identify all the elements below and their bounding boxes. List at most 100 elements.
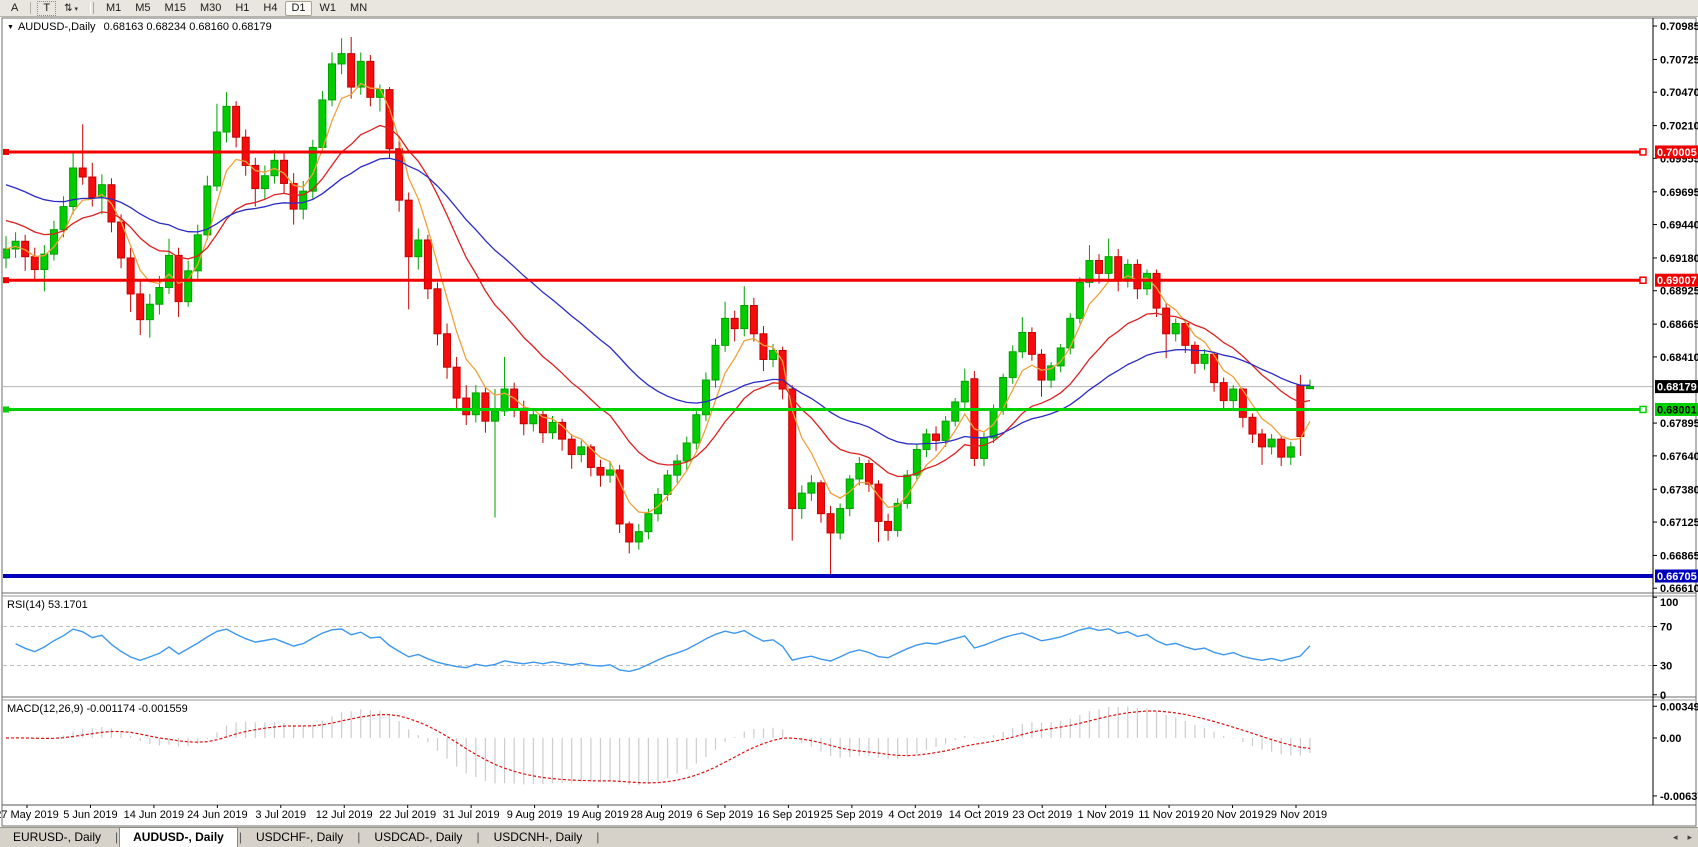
candle-body (816, 482, 825, 515)
macd-tick-label: 0.00 (1660, 733, 1681, 745)
price-badge (1655, 145, 1698, 159)
candle-body (212, 131, 221, 187)
price-badge-label: 0.68001 (1657, 404, 1697, 416)
candle-body (251, 164, 260, 190)
date-tick-label: 23 Oct 2019 (1012, 809, 1072, 821)
candle-body (586, 446, 595, 468)
resistance-line-0.69007-left-handle[interactable] (3, 277, 9, 284)
chart-tab-usdcnh[interactable]: USDCNH-, Daily (493, 830, 583, 844)
macd-signal-line (5, 710, 1311, 784)
chart-tab-usdcad[interactable]: USDCAD-, Daily (374, 830, 463, 844)
macd-tick-label: 0.00349 (1660, 701, 1698, 713)
resistance-line-0.69007-right-handle[interactable] (1639, 276, 1647, 284)
chart-title: ▼ AUDUSD-,Daily 0.68163 0.68234 0.68160 0.… (7, 21, 272, 33)
candle-body (682, 442, 691, 462)
date-tick-label: 31 Jul 2019 (443, 809, 500, 821)
candle-body (1305, 386, 1314, 390)
candle-body (1085, 260, 1094, 283)
price-badge (1655, 273, 1698, 287)
tab-scroll-arrows: ◂ ▸ (1663, 832, 1692, 843)
macd-indicator-label: MACD(12,26,9) -0.001174 -0.001559 (7, 703, 188, 715)
timeframe-button-m5[interactable]: M5 (135, 1, 151, 14)
price-tick-label: 0.68925 (1660, 286, 1698, 298)
date-tick-label: 4 Oct 2019 (888, 809, 942, 821)
candle-body (740, 305, 749, 330)
candle-body (145, 303, 154, 321)
chart-tab-eurusd[interactable]: EURUSD-, Daily (13, 830, 102, 844)
candle-body (826, 513, 835, 534)
candle-body (1219, 382, 1228, 402)
chart-tab-usdchf[interactable]: USDCHF-, Daily (255, 830, 344, 844)
candle-body (1258, 433, 1267, 448)
resistance-line-0.70005-left-handle[interactable] (3, 148, 9, 155)
support-line-0.68001-right-handle[interactable] (1639, 405, 1647, 414)
date-tick-label: 14 Jun 2019 (124, 809, 185, 821)
timeframe-button-mn[interactable]: MN (350, 1, 368, 14)
date-tick-label: 11 Nov 2019 (1138, 809, 1200, 821)
toolbar-grip (89, 2, 94, 14)
candle-body (423, 239, 432, 290)
date-tick-label: 14 Oct 2019 (949, 809, 1009, 821)
timeframe-button-h4[interactable]: H4 (263, 1, 278, 14)
candle-body (788, 388, 797, 510)
candle-body (11, 240, 20, 250)
candle-body (260, 175, 269, 190)
chart-ohlc-values: 0.68163 0.68234 0.68160 0.68179 (103, 21, 272, 33)
price-tick-label: 0.68665 (1660, 319, 1698, 331)
chart-window (1, 17, 1697, 827)
chart-tab-audusd[interactable]: AUDUSD-, Daily (119, 827, 238, 847)
tab-divider: | (238, 830, 242, 844)
date-tick-label: 12 Jul 2019 (316, 809, 373, 821)
candle-body (308, 146, 317, 192)
candle-body (462, 397, 471, 416)
candle-body (855, 463, 864, 480)
candle-body (59, 206, 68, 231)
candle-body (433, 288, 442, 335)
candle-body (1238, 388, 1247, 418)
resistance-line-0.70005-right-handle[interactable] (1639, 148, 1647, 156)
tab-scroll-right-icon[interactable]: ▸ (1687, 832, 1692, 842)
candle-body (759, 333, 768, 360)
cursor-tools-icon: ⇅ (64, 2, 73, 14)
cursor-tools-button[interactable]: ⇅ ▾ (58, 1, 84, 16)
timeframe-button-m1[interactable]: M1 (105, 1, 122, 14)
candle-body (1104, 256, 1113, 274)
chart-collapse-icon[interactable]: ▼ (7, 24, 14, 31)
price-tick-label: 0.67640 (1660, 451, 1698, 463)
rsi-tick-label: 70 (1660, 622, 1672, 634)
price-tick-label: 0.67380 (1660, 484, 1698, 496)
candle-body (184, 270, 193, 303)
tab-scroll-left-icon[interactable]: ◂ (1672, 832, 1678, 842)
candle-body (970, 378, 979, 459)
timeframe-button-d1[interactable]: D1 (285, 0, 312, 16)
chevron-down-icon: ▾ (74, 5, 78, 13)
date-tick-label: 24 Jun 2019 (187, 809, 248, 821)
candle-body (232, 105, 241, 138)
candle-body (960, 380, 969, 403)
price-tick-label: 0.68410 (1660, 352, 1698, 364)
candle-body (126, 257, 135, 295)
timeframe-button-m15[interactable]: M15 (164, 1, 186, 14)
candle-body (414, 239, 423, 258)
arrow-tool-button[interactable]: A (11, 1, 19, 14)
price-axis: 0.709850.707250.704700.702100.699550.696… (1653, 21, 1698, 595)
price-badge (1655, 380, 1698, 394)
price-badge (1655, 569, 1698, 583)
text-tool-button[interactable]: T (37, 0, 57, 16)
price-badge-label: 0.70005 (1657, 147, 1697, 159)
candle-body (769, 349, 778, 360)
timeframe-button-h1[interactable]: H1 (235, 1, 250, 14)
support-line-0.68001-left-handle[interactable] (3, 406, 9, 413)
candle-body (1133, 263, 1142, 290)
candle-body (884, 520, 893, 531)
candle-body (941, 420, 950, 441)
price-badge (1655, 402, 1698, 416)
price-tick-label: 0.69695 (1660, 187, 1698, 199)
timeframe-button-m30[interactable]: M30 (199, 1, 222, 14)
candle-body (749, 305, 758, 335)
timeframe-button-w1[interactable]: W1 (319, 1, 337, 14)
price-tick-label: 0.67125 (1660, 517, 1698, 529)
candle-body (452, 366, 461, 399)
candle-body (1075, 281, 1084, 319)
